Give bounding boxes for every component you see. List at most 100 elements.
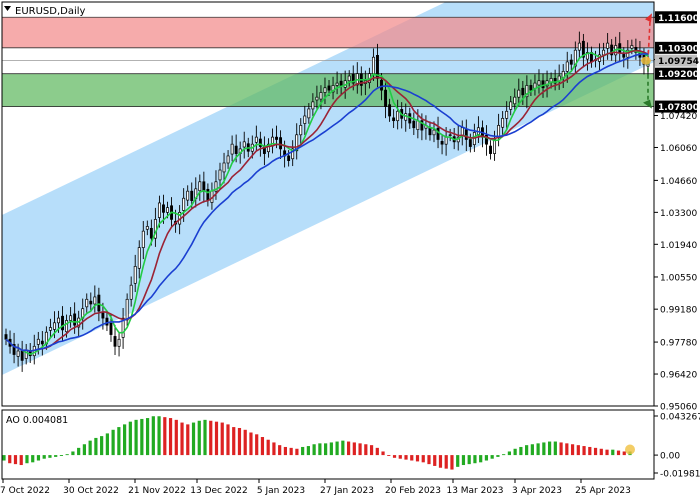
ao-bar <box>507 451 511 456</box>
ao-bar <box>570 444 575 456</box>
candle <box>335 71 339 95</box>
candle <box>412 112 416 136</box>
candle-body <box>254 136 258 143</box>
candle <box>307 103 311 124</box>
ao-bar <box>387 455 391 456</box>
candle <box>267 138 270 158</box>
candle-body <box>137 247 141 269</box>
candle <box>505 101 509 130</box>
candle-body <box>525 85 529 98</box>
candle-body <box>420 120 424 131</box>
ao-bar <box>616 450 621 456</box>
candle-body <box>371 56 375 75</box>
candle-body <box>226 155 230 164</box>
candle-body <box>69 315 73 321</box>
candle-body <box>291 148 295 160</box>
ao-bar <box>611 449 615 456</box>
candle <box>69 307 73 328</box>
ao-bar <box>410 455 414 461</box>
ao-bar <box>346 441 351 456</box>
candle <box>133 254 137 293</box>
x-tick-label: 27 Jan 2023 <box>320 486 374 496</box>
candle-body <box>537 80 541 86</box>
ao-bar <box>536 443 540 456</box>
candle <box>73 302 77 334</box>
candle <box>291 140 295 167</box>
candle <box>610 39 614 61</box>
y-tick-label: 1.07420 <box>660 112 697 122</box>
ao-bar <box>151 416 155 456</box>
y-tick-label: 0.97780 <box>660 339 697 349</box>
candle-body <box>581 40 585 58</box>
candle-body <box>61 315 64 331</box>
price-tag-bg <box>655 54 697 67</box>
candle-body <box>206 188 210 201</box>
ao-bar <box>226 424 230 456</box>
ao-bar <box>364 444 368 456</box>
candle-body <box>331 85 335 93</box>
ao-bar <box>157 416 161 456</box>
candle-body <box>65 320 69 333</box>
ao-bar <box>100 436 104 456</box>
candle-body <box>242 141 246 148</box>
ao-bar <box>278 445 282 456</box>
price-tag-bg <box>655 11 697 24</box>
ao-bar <box>404 455 408 460</box>
candle-body <box>141 230 145 248</box>
candle-body <box>166 207 169 213</box>
dropdown-triangle-icon[interactable] <box>4 6 11 11</box>
ao-bar <box>272 442 276 456</box>
candle <box>525 75 529 109</box>
ao-bar <box>163 417 167 456</box>
candle <box>12 332 16 364</box>
candle-body <box>182 197 186 211</box>
candle <box>311 93 315 117</box>
ao-bar <box>140 418 144 456</box>
candle <box>61 306 64 342</box>
ao-bar <box>174 419 178 456</box>
price-tag-bg <box>655 41 697 54</box>
candle-body <box>267 143 270 153</box>
ao-bar <box>197 420 201 456</box>
y-tick-label: 0.99180 <box>660 306 697 316</box>
candle-body <box>513 96 517 105</box>
ao-bar <box>605 449 609 456</box>
candle-body <box>202 181 206 192</box>
candle <box>529 79 533 97</box>
candle <box>105 312 109 332</box>
candle-body <box>319 92 323 100</box>
candle <box>93 285 97 313</box>
ao-bar <box>473 455 477 464</box>
candle-body <box>113 336 117 347</box>
ao-bar <box>358 443 362 456</box>
candle <box>517 78 521 106</box>
candle <box>254 125 258 152</box>
candle-body <box>602 49 606 56</box>
x-tick-label: 7 Oct 2022 <box>0 486 50 496</box>
candle <box>303 105 307 136</box>
x-tick-label: 25 Apr 2023 <box>575 486 631 496</box>
candle <box>513 88 517 112</box>
candle-body <box>440 141 444 145</box>
ao-bar <box>13 455 18 465</box>
candle <box>432 121 436 143</box>
ao-bar <box>88 440 92 456</box>
ao-bar <box>467 455 471 465</box>
ao-bar <box>341 440 345 456</box>
ao-bar <box>82 444 87 456</box>
ao-bar <box>94 437 98 456</box>
candle <box>101 302 105 330</box>
price-tag-label: 1.10300 <box>658 44 699 54</box>
ma-mid-line <box>5 49 649 352</box>
candle-body <box>101 312 105 319</box>
candle <box>376 43 379 88</box>
candle <box>553 69 557 91</box>
ao-bar <box>191 422 196 456</box>
candle <box>186 185 190 206</box>
ao-bar <box>243 429 247 456</box>
x-tick-label: 5 Jan 2023 <box>257 486 305 496</box>
ao-bar <box>289 447 293 456</box>
ao-bar <box>209 420 213 456</box>
chart-title: EURUSD,Daily <box>15 6 86 17</box>
